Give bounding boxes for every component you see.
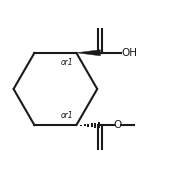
- Text: or1: or1: [60, 111, 73, 120]
- Polygon shape: [76, 50, 100, 56]
- Text: or1: or1: [60, 58, 73, 67]
- Text: OH: OH: [122, 48, 138, 58]
- Text: O: O: [114, 120, 122, 130]
